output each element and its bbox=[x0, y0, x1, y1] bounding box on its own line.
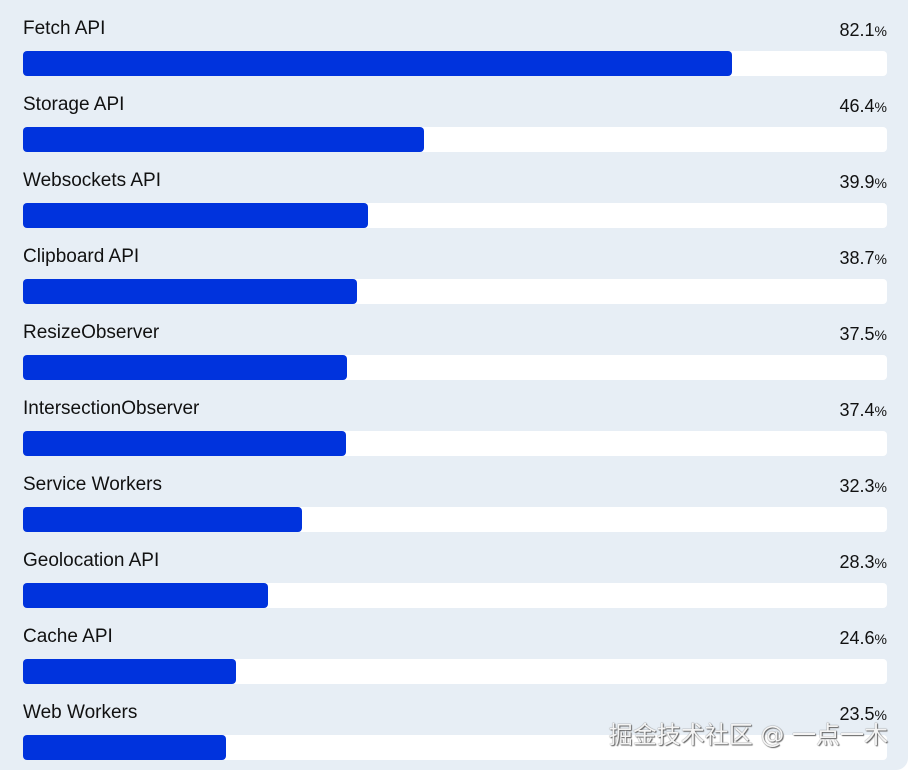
data-label-unit: % bbox=[874, 23, 887, 39]
bar-label: IntersectionObserver bbox=[23, 398, 200, 419]
data-label-value: 23.5 bbox=[839, 704, 875, 724]
bar-label: Web Workers bbox=[23, 702, 138, 723]
data-label-unit: % bbox=[874, 631, 887, 647]
bar-track bbox=[23, 51, 887, 76]
bar bbox=[23, 355, 347, 380]
data-label: 23.5% bbox=[840, 704, 888, 725]
data-label-value: 32.3 bbox=[839, 476, 875, 496]
bar-row: Geolocation API 28.3% bbox=[23, 542, 887, 618]
data-label: 46.4% bbox=[840, 96, 888, 117]
data-label-unit: % bbox=[874, 707, 887, 723]
bar-label: Fetch API bbox=[23, 18, 106, 39]
bar-track bbox=[23, 203, 887, 228]
data-label-value: 38.7 bbox=[839, 248, 875, 268]
bar bbox=[23, 735, 227, 760]
bar-label: Service Workers bbox=[23, 474, 163, 495]
bar-track bbox=[23, 431, 887, 456]
data-label-value: 37.4 bbox=[839, 400, 875, 420]
bar bbox=[23, 127, 424, 152]
bar-row: Clipboard API 38.7% bbox=[23, 238, 887, 314]
bar-row: IntersectionObserver 37.4% bbox=[23, 390, 887, 466]
bar bbox=[23, 507, 303, 532]
data-label-unit: % bbox=[874, 99, 887, 115]
bar-label: Clipboard API bbox=[23, 246, 140, 267]
data-label-unit: % bbox=[874, 403, 887, 419]
bar-track bbox=[23, 583, 887, 608]
bar bbox=[23, 583, 268, 608]
bar-row: Fetch API 82.1% bbox=[23, 10, 887, 86]
data-label-value: 28.3 bbox=[839, 552, 875, 572]
data-label: 39.9% bbox=[840, 172, 888, 193]
bar-row: ResizeObserver 37.5% bbox=[23, 314, 887, 390]
data-label-value: 24.6 bbox=[839, 628, 875, 648]
data-label-unit: % bbox=[874, 327, 887, 343]
watermark: 掘金技术社区 @ 一点一木 bbox=[608, 721, 888, 749]
data-label-unit: % bbox=[874, 555, 887, 571]
bar bbox=[23, 51, 733, 76]
bar bbox=[23, 659, 236, 684]
bar-label: Storage API bbox=[23, 94, 125, 115]
bar-track bbox=[23, 507, 887, 532]
bar-label: Websockets API bbox=[23, 170, 161, 191]
bar-label: Cache API bbox=[23, 626, 113, 647]
bar-label: Geolocation API bbox=[23, 550, 160, 571]
data-label-unit: % bbox=[874, 175, 887, 191]
bar-row: Web Workers 23.5% bbox=[23, 694, 887, 770]
data-label-unit: % bbox=[874, 479, 887, 495]
data-label-value: 37.5 bbox=[839, 324, 875, 344]
data-label: 38.7% bbox=[840, 248, 888, 269]
data-label-value: 39.9 bbox=[839, 172, 875, 192]
bar-label: ResizeObserver bbox=[23, 322, 160, 343]
bar-row: Storage API 46.4% bbox=[23, 86, 887, 162]
bar-track bbox=[23, 659, 887, 684]
bar-row: Service Workers 32.3% bbox=[23, 466, 887, 542]
bar-row: Cache API 24.6% bbox=[23, 618, 887, 694]
data-label: 37.5% bbox=[840, 324, 888, 345]
bar bbox=[23, 279, 358, 304]
data-label-unit: % bbox=[874, 251, 887, 267]
bar bbox=[23, 203, 368, 228]
bar-track bbox=[23, 279, 887, 304]
data-label: 32.3% bbox=[840, 476, 888, 497]
data-label-value: 82.1 bbox=[839, 20, 875, 40]
data-label-value: 46.4 bbox=[839, 96, 875, 116]
data-label: 37.4% bbox=[840, 400, 888, 421]
bar-row: Websockets API 39.9% bbox=[23, 162, 887, 238]
bar-track bbox=[23, 127, 887, 152]
bar-track bbox=[23, 735, 887, 760]
data-label: 28.3% bbox=[840, 552, 888, 573]
data-label: 82.1% bbox=[840, 20, 888, 41]
bar-track bbox=[23, 355, 887, 380]
bar bbox=[23, 431, 347, 456]
data-label: 24.6% bbox=[840, 628, 888, 649]
